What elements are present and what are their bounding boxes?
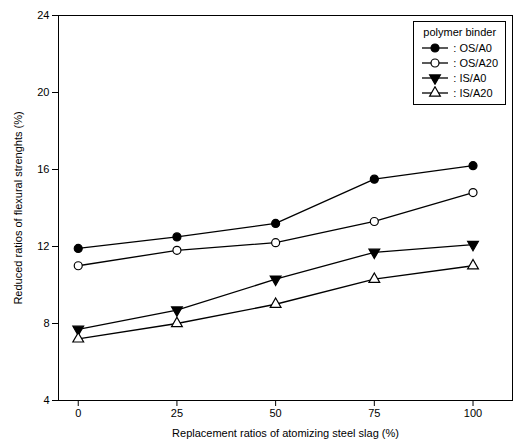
html-text:: IS/A0: : IS/A0	[453, 71, 487, 84]
html-text:: OS/A0: : OS/A0	[453, 41, 492, 54]
svg-text:Replacement ratios of atomizin: Replacement ratios of atomizing steel sl…	[172, 427, 399, 439]
html-text:: IS/A20: : IS/A20	[453, 86, 493, 99]
svg-text:100: 100	[464, 407, 482, 419]
svg-text:75: 75	[368, 407, 380, 419]
svg-text:8: 8	[43, 317, 49, 329]
svg-text:24: 24	[37, 9, 49, 21]
svg-text:50: 50	[270, 407, 282, 419]
html-text:: OS/A20: : OS/A20	[453, 56, 498, 69]
html-text:polymer binder: polymer binder	[423, 26, 497, 38]
svg-text:16: 16	[37, 163, 49, 175]
svg-text:20: 20	[37, 86, 49, 98]
svg-text:4: 4	[43, 394, 49, 406]
svg-text:Reduced ratios of flexural str: Reduced ratios of flexural strenghts (%)	[12, 111, 24, 304]
svg-text:0: 0	[75, 407, 81, 419]
svg-text:25: 25	[171, 407, 183, 419]
svg-text:12: 12	[37, 240, 49, 252]
